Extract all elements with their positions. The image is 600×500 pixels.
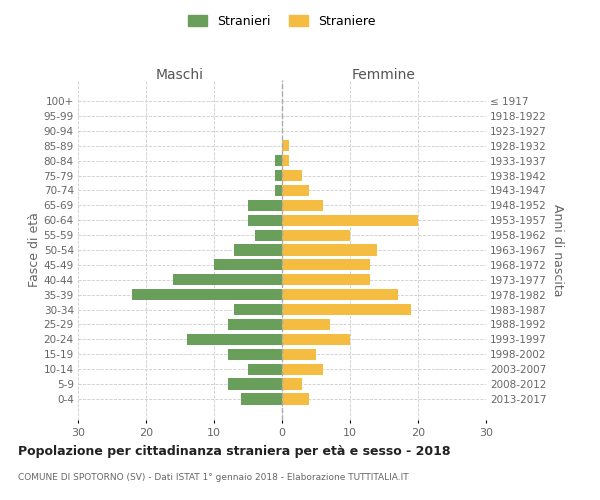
Bar <box>282 394 309 404</box>
Bar <box>282 200 323 211</box>
Bar <box>282 334 350 345</box>
Bar <box>282 260 370 270</box>
Bar <box>282 185 309 196</box>
Bar <box>282 140 289 151</box>
Bar <box>227 348 282 360</box>
Bar <box>227 319 282 330</box>
Bar <box>282 304 411 315</box>
Bar <box>282 214 418 226</box>
Y-axis label: Anni di nascita: Anni di nascita <box>551 204 563 296</box>
Bar <box>282 378 302 390</box>
Bar <box>248 200 282 211</box>
Bar <box>214 260 282 270</box>
Bar <box>282 244 377 256</box>
Bar <box>275 170 282 181</box>
Bar <box>187 334 282 345</box>
Bar <box>255 230 282 240</box>
Y-axis label: Fasce di età: Fasce di età <box>28 212 41 288</box>
Bar <box>282 274 370 285</box>
Bar <box>227 378 282 390</box>
Bar <box>282 289 398 300</box>
Text: Femmine: Femmine <box>352 68 416 82</box>
Bar <box>235 244 282 256</box>
Bar <box>282 230 350 240</box>
Bar <box>275 155 282 166</box>
Bar <box>282 170 302 181</box>
Bar <box>282 319 329 330</box>
Bar <box>248 214 282 226</box>
Text: Maschi: Maschi <box>156 68 204 82</box>
Text: Popolazione per cittadinanza straniera per età e sesso - 2018: Popolazione per cittadinanza straniera p… <box>18 445 451 458</box>
Legend: Stranieri, Straniere: Stranieri, Straniere <box>185 11 379 32</box>
Bar <box>275 185 282 196</box>
Bar <box>235 304 282 315</box>
Bar <box>248 364 282 375</box>
Bar <box>133 289 282 300</box>
Bar <box>282 348 316 360</box>
Bar <box>282 364 323 375</box>
Bar <box>241 394 282 404</box>
Bar <box>282 155 289 166</box>
Text: COMUNE DI SPOTORNO (SV) - Dati ISTAT 1° gennaio 2018 - Elaborazione TUTTITALIA.I: COMUNE DI SPOTORNO (SV) - Dati ISTAT 1° … <box>18 472 409 482</box>
Bar <box>173 274 282 285</box>
